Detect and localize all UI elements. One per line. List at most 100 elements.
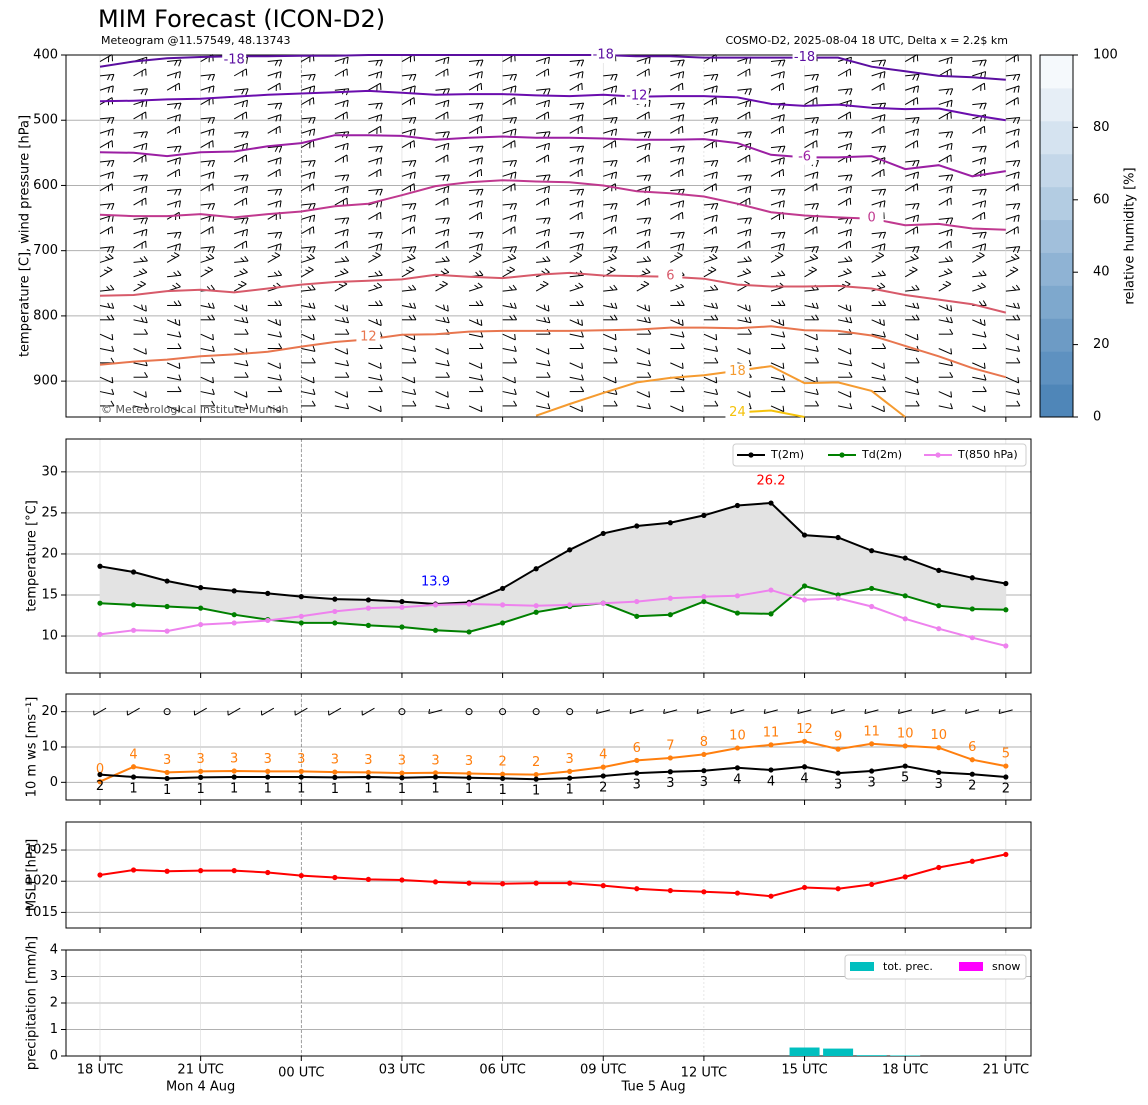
wind-barb bbox=[636, 56, 651, 65]
barb-flag bbox=[443, 187, 446, 194]
barb-flag bbox=[946, 144, 949, 151]
barb-flag bbox=[376, 282, 383, 288]
barb-flag bbox=[980, 282, 986, 288]
barb-staff bbox=[972, 243, 986, 249]
data-point bbox=[332, 596, 338, 602]
barb-flag bbox=[644, 58, 647, 65]
barb-flag bbox=[945, 218, 950, 224]
wind-barb bbox=[401, 128, 416, 136]
barb-flag bbox=[946, 243, 948, 249]
barb-staff bbox=[871, 319, 885, 326]
barb-flag bbox=[743, 257, 748, 262]
barb-staff bbox=[938, 142, 953, 149]
wind-barb bbox=[1005, 345, 1021, 352]
wind-barb bbox=[502, 333, 516, 341]
wind-barb bbox=[200, 73, 216, 81]
wind-barb bbox=[99, 246, 115, 254]
wind-barb bbox=[166, 157, 181, 165]
barb-staff bbox=[502, 269, 515, 278]
barb-staff bbox=[569, 286, 584, 292]
data-point bbox=[332, 874, 338, 881]
barb-flag bbox=[782, 169, 785, 177]
barb-flag bbox=[547, 305, 550, 312]
data-point bbox=[667, 595, 673, 601]
data-point bbox=[97, 779, 103, 785]
wind-barb bbox=[804, 388, 819, 395]
barb-flag bbox=[1013, 99, 1016, 106]
barb-staff bbox=[871, 157, 886, 163]
barb-staff bbox=[972, 333, 987, 338]
barb-flag bbox=[747, 255, 752, 262]
barb-flag bbox=[815, 74, 819, 81]
barb-staff bbox=[133, 305, 147, 312]
gust-value-label: 3 bbox=[465, 754, 473, 769]
barb-staff bbox=[871, 243, 886, 249]
barb-flag bbox=[778, 189, 782, 195]
barb-flag bbox=[312, 74, 316, 81]
wind-barb bbox=[535, 228, 550, 237]
series-line-T(850 hPa) bbox=[99, 589, 1007, 647]
barb-staff bbox=[1005, 226, 1019, 235]
gust-value-label: 12 bbox=[796, 722, 813, 737]
barb-flag bbox=[379, 331, 383, 338]
barb-flag bbox=[916, 97, 919, 105]
wind-barb bbox=[905, 400, 920, 407]
barb-flag bbox=[547, 391, 550, 398]
barb-staff bbox=[703, 140, 717, 149]
barb-flag bbox=[447, 229, 450, 237]
colorbar-segment bbox=[1040, 87, 1073, 122]
barb-staff bbox=[468, 211, 482, 220]
wind-barb bbox=[837, 348, 852, 355]
barb-flag bbox=[782, 200, 785, 208]
barb-staff bbox=[133, 391, 147, 398]
data-point bbox=[466, 770, 472, 777]
barb-staff bbox=[938, 154, 952, 163]
barb-flag bbox=[106, 286, 111, 291]
barb-staff bbox=[167, 231, 182, 235]
barb-flag bbox=[506, 269, 512, 273]
wind-barb bbox=[569, 168, 583, 177]
barb-flag bbox=[380, 200, 383, 208]
wind-barb bbox=[334, 391, 349, 398]
wind-barb bbox=[636, 174, 652, 182]
wind-barb bbox=[838, 131, 853, 139]
data-point bbox=[902, 616, 908, 622]
barb-flag bbox=[379, 189, 383, 196]
barb-flag bbox=[948, 255, 954, 262]
wind-barb bbox=[435, 348, 449, 355]
barb-flag bbox=[408, 117, 413, 124]
barb-flag bbox=[312, 302, 316, 309]
barb-flag bbox=[781, 386, 786, 392]
barb-flag bbox=[946, 304, 949, 310]
barb-flag bbox=[178, 157, 181, 165]
wind-barb bbox=[200, 266, 214, 278]
barb-flag bbox=[983, 319, 986, 326]
barb-staff bbox=[804, 333, 818, 341]
barb-flag bbox=[641, 270, 647, 275]
wind-barb bbox=[368, 168, 382, 177]
wind-barb bbox=[368, 71, 383, 79]
barb-flag bbox=[696, 708, 699, 714]
barb-staff bbox=[401, 214, 416, 220]
barb-flag bbox=[983, 126, 986, 133]
wind-barb bbox=[502, 97, 516, 106]
barb-staff bbox=[938, 391, 952, 398]
wind-barb bbox=[502, 171, 517, 179]
wind-barb bbox=[603, 140, 617, 149]
barb-flag bbox=[111, 85, 114, 93]
wind-barb bbox=[267, 386, 283, 393]
barb-flag bbox=[208, 185, 210, 192]
wind-barb bbox=[1005, 140, 1019, 149]
legend-label: T(2m) bbox=[770, 448, 804, 461]
barb-staff bbox=[334, 88, 349, 91]
wind-barb bbox=[267, 157, 282, 165]
barb-flag bbox=[610, 117, 614, 124]
barb-staff bbox=[670, 71, 684, 77]
data-point bbox=[533, 880, 539, 886]
wind-barb bbox=[468, 331, 484, 338]
y-tick-label: 1 bbox=[50, 1022, 58, 1037]
data-point bbox=[734, 593, 741, 599]
barb-staff bbox=[804, 289, 819, 292]
barb-flag bbox=[211, 388, 215, 395]
barb-flag bbox=[543, 58, 547, 65]
